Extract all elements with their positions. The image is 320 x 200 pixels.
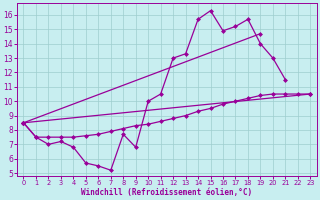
X-axis label: Windchill (Refroidissement éolien,°C): Windchill (Refroidissement éolien,°C) [81,188,252,197]
